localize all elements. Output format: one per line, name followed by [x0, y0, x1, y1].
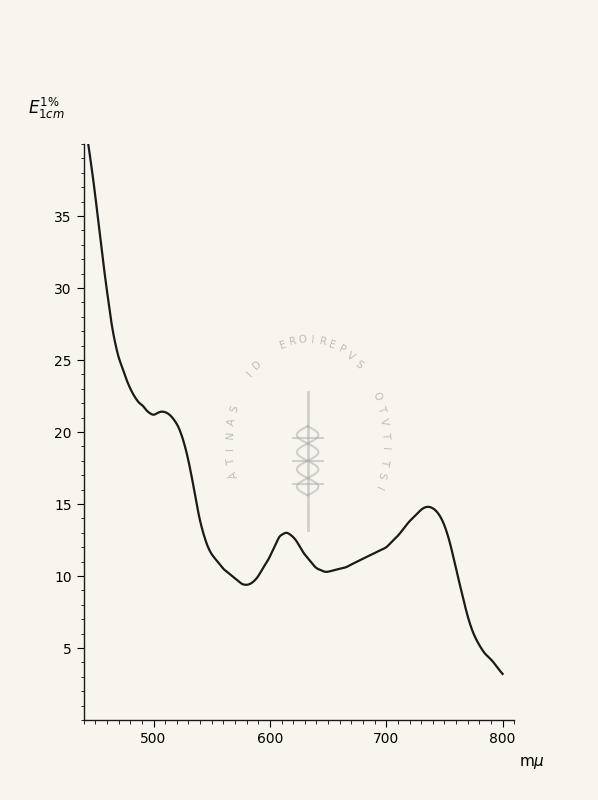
Text: R: R	[288, 336, 297, 347]
Text: $E^{1\%}_{1cm}$: $E^{1\%}_{1cm}$	[28, 96, 65, 121]
Text: A: A	[226, 417, 237, 426]
Text: O: O	[298, 334, 307, 345]
Text: À: À	[228, 470, 239, 480]
Text: S: S	[376, 470, 388, 480]
Text: R: R	[318, 336, 327, 347]
Text: P: P	[337, 344, 347, 356]
Text: T: T	[379, 458, 390, 466]
Text: S: S	[228, 404, 240, 414]
Text: V: V	[344, 350, 356, 363]
Text: D: D	[251, 358, 263, 371]
Text: E: E	[278, 339, 288, 350]
Text: T: T	[380, 431, 390, 438]
Text: N: N	[225, 430, 236, 439]
Text: m$\mu$: m$\mu$	[518, 754, 544, 770]
Text: I: I	[245, 370, 254, 378]
Text: I: I	[373, 484, 383, 491]
Text: V: V	[378, 417, 389, 426]
Text: I: I	[311, 334, 315, 345]
Text: I: I	[225, 446, 235, 450]
Text: S: S	[353, 359, 364, 370]
Text: I: I	[380, 446, 390, 450]
Text: E: E	[328, 339, 337, 350]
Text: T: T	[225, 458, 237, 466]
Text: O: O	[371, 390, 383, 402]
Text: T: T	[375, 404, 387, 414]
